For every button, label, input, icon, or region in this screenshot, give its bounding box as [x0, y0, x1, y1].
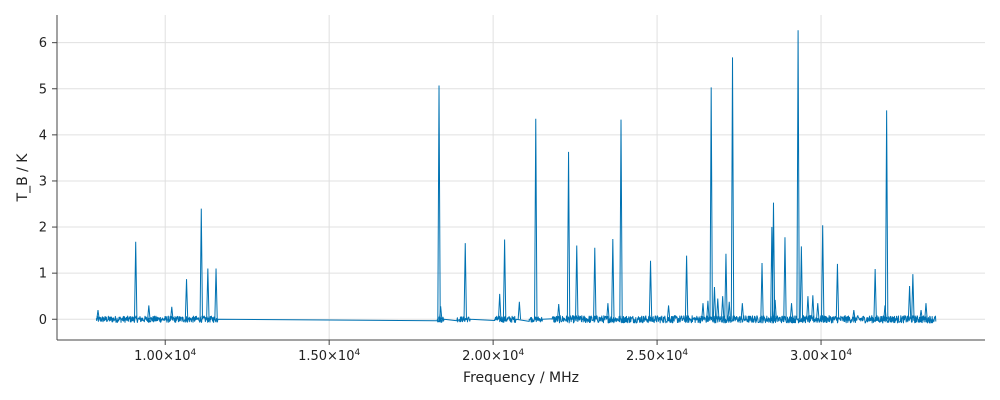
spectral-peak-17	[575, 245, 579, 320]
x-tick-label-4: 3.00×104	[790, 348, 852, 364]
x-tick-label-3: 2.50×104	[626, 348, 688, 364]
spectral-peak-0	[96, 309, 100, 320]
spectral-peak-38	[773, 299, 777, 320]
spectral-peak-19	[606, 303, 610, 320]
spectral-peak-8	[437, 85, 441, 320]
spectral-peak-25	[701, 303, 705, 320]
spectral-peak-29	[716, 298, 720, 320]
spectral-peak-43	[806, 296, 810, 320]
spectral-peak-27	[709, 87, 713, 320]
y-tick-label-0: 0	[39, 313, 47, 328]
spectral-peak-6	[206, 268, 210, 320]
spectral-peak-7	[214, 268, 218, 320]
y-tick-label-5: 5	[39, 82, 47, 97]
spectral-peak-54	[919, 309, 923, 320]
y-tick-label-1: 1	[39, 267, 47, 282]
spectral-peak-31	[724, 253, 728, 320]
spectral-peak-39	[783, 237, 787, 320]
spectral-peak-32	[727, 301, 731, 320]
spectral-peak-14	[534, 118, 538, 320]
spectral-peak-2	[147, 305, 151, 320]
y-tick-label-4: 4	[39, 128, 47, 143]
spectral-peak-30	[720, 296, 725, 320]
spectral-peak-55	[924, 303, 928, 320]
spectral-peak-40	[789, 303, 794, 320]
spectral-peak-44	[811, 295, 815, 320]
spectral-peak-46	[820, 225, 825, 320]
spectral-peak-51	[884, 110, 889, 320]
x-tick-label-1: 1.50×104	[298, 348, 360, 364]
x-tick-label-0: 1.00×104	[134, 348, 196, 364]
spectral-peak-22	[648, 260, 653, 320]
x-axis-title: Frequency / MHz	[463, 370, 579, 386]
y-tick-label-3: 3	[39, 174, 47, 189]
spectral-peak-28	[712, 286, 717, 320]
spectral-peak-21	[619, 119, 623, 320]
spectral-peak-34	[740, 303, 745, 320]
spectral-peak-53	[911, 274, 915, 320]
spectral-peak-47	[835, 263, 840, 320]
spectral-peak-35	[760, 262, 764, 320]
spectral-peak-9	[438, 306, 443, 320]
y-axis-title: T_B / K	[15, 153, 31, 203]
spectral-peak-1	[134, 241, 138, 320]
y-tick-label-2: 2	[39, 221, 47, 236]
spectral-peak-33	[730, 57, 735, 320]
spectral-peak-15	[557, 304, 561, 320]
spectral-peak-41	[796, 30, 800, 320]
x-tick-label-2: 2.00×104	[462, 348, 524, 364]
spectral-peak-16	[566, 151, 571, 320]
spectral-peak-42	[799, 246, 804, 320]
spectral-peak-12	[502, 239, 507, 320]
spectral-peak-45	[816, 303, 820, 320]
spectral-peak-10	[463, 243, 467, 320]
series-line	[95, 315, 937, 324]
spectral-peak-24	[684, 255, 689, 320]
grid	[57, 15, 985, 340]
spectral-peak-11	[497, 293, 502, 320]
spectral-peak-49	[873, 268, 877, 320]
spectral-peak-4	[184, 279, 189, 320]
spectral-peak-48	[852, 309, 856, 320]
spectral-peak-18	[593, 247, 597, 320]
axes: 1.00×104 1.50×104 2.00×104 2.50×104 3.00×104…	[39, 15, 985, 364]
spectral-peak-26	[706, 300, 710, 320]
spectral-peak-5	[199, 208, 203, 320]
spectral-peak-52	[907, 286, 912, 320]
spectral-peak-23	[666, 305, 671, 320]
spectral-peak-13	[517, 301, 522, 320]
spectral-peak-20	[611, 239, 615, 320]
series-layer	[95, 30, 937, 324]
y-tick-label-6: 6	[39, 36, 47, 51]
spectral-peak-3	[170, 306, 174, 320]
spectral-peak-37	[771, 202, 776, 320]
